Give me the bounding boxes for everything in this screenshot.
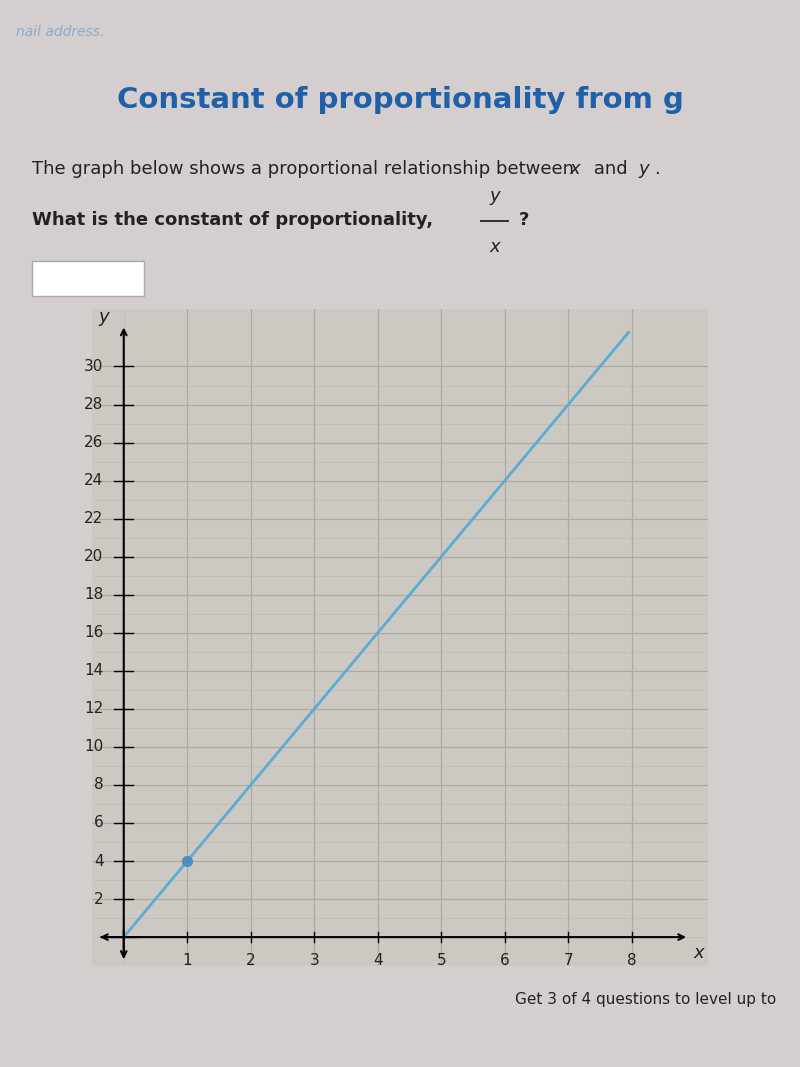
Text: 7: 7 xyxy=(563,953,573,968)
Text: x: x xyxy=(693,944,704,962)
Text: 6: 6 xyxy=(94,815,103,830)
Text: 10: 10 xyxy=(84,739,103,754)
Text: Constant of proportionality from g: Constant of proportionality from g xyxy=(117,86,683,114)
Text: 5: 5 xyxy=(437,953,446,968)
Text: 16: 16 xyxy=(84,625,103,640)
Text: 20: 20 xyxy=(84,550,103,564)
Text: 26: 26 xyxy=(84,435,103,450)
Text: 4: 4 xyxy=(94,854,103,869)
Text: 2: 2 xyxy=(246,953,255,968)
Text: 4: 4 xyxy=(373,953,382,968)
Text: .: . xyxy=(654,160,660,178)
Text: 18: 18 xyxy=(84,587,103,602)
Text: 12: 12 xyxy=(84,701,103,716)
Text: y: y xyxy=(98,308,109,327)
Text: y: y xyxy=(489,187,500,205)
Text: 3: 3 xyxy=(310,953,319,968)
Text: y: y xyxy=(638,160,649,178)
Text: 6: 6 xyxy=(500,953,510,968)
Text: 8: 8 xyxy=(94,778,103,793)
Text: x: x xyxy=(570,160,580,178)
Text: 14: 14 xyxy=(84,664,103,679)
Text: 1: 1 xyxy=(182,953,192,968)
Text: 8: 8 xyxy=(627,953,637,968)
FancyBboxPatch shape xyxy=(32,260,144,296)
Text: and: and xyxy=(588,160,634,178)
Text: 22: 22 xyxy=(84,511,103,526)
Text: Get 3 of 4 questions to level up to: Get 3 of 4 questions to level up to xyxy=(514,991,776,1007)
Text: What is the constant of proportionality,: What is the constant of proportionality, xyxy=(32,211,439,228)
Text: 30: 30 xyxy=(84,359,103,375)
Text: x: x xyxy=(489,238,500,256)
Text: ?: ? xyxy=(518,211,529,228)
Text: The graph below shows a proportional relationship between: The graph below shows a proportional rel… xyxy=(32,160,580,178)
Text: 28: 28 xyxy=(84,397,103,412)
Text: 2: 2 xyxy=(94,892,103,907)
Text: 24: 24 xyxy=(84,473,103,488)
Text: nail address.: nail address. xyxy=(16,26,105,39)
